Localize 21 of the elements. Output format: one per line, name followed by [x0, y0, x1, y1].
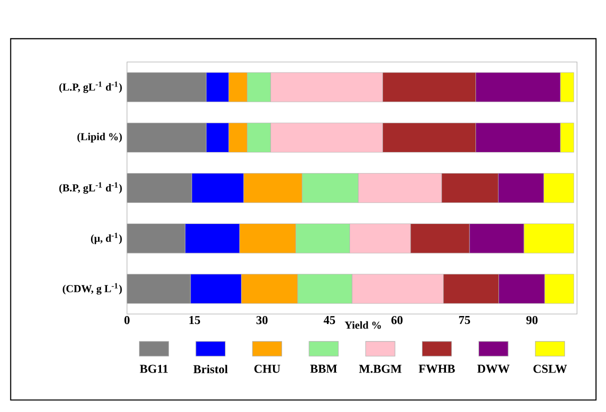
x-tick-label: 60 — [391, 316, 403, 324]
legend-label: CSLW — [533, 364, 567, 373]
y-tick-label: (Lipid %) — [77, 132, 122, 142]
x-tick-label: 45 — [324, 316, 336, 324]
x-axis-title: Yield % — [344, 321, 381, 329]
legend-label: BG11 — [140, 364, 168, 373]
x-tick-label: 0 — [124, 316, 130, 324]
y-tick-label: (B.P, gL$^{-1}$ d$^{-1}$) — [59, 182, 122, 194]
legend-label: DWW — [477, 364, 510, 373]
x-tick-label: 90 — [526, 316, 538, 324]
legend-label: Bristol — [193, 364, 228, 374]
legend-label: M.BGM — [359, 364, 402, 373]
legend-label: BBM — [310, 364, 338, 373]
y-tick-label: (μ, d$^{-1}$) — [91, 232, 122, 244]
y-tick-label: (CDW, g L$^{-1}$) — [62, 283, 122, 295]
x-tick-label: 15 — [189, 316, 200, 324]
x-tick-label: 30 — [256, 316, 268, 324]
x-tick-label: 75 — [459, 316, 470, 324]
legend-label: CHU — [254, 364, 280, 373]
y-tick-label: (L.P, gL$^{-1}$ d$^{-1}$) — [59, 82, 122, 93]
legend-label: FWHB — [418, 364, 455, 373]
